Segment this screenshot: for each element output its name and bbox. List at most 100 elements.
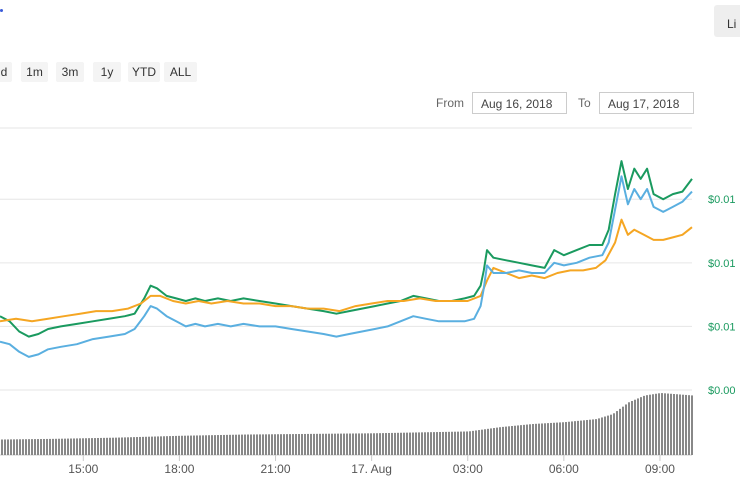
zoom-button-1d[interactable]: d <box>0 62 12 82</box>
zoom-button-ytd[interactable]: YTD <box>128 62 160 82</box>
series-line-green <box>0 160 693 338</box>
volume-bar <box>136 437 138 455</box>
volume-bar <box>382 433 384 455</box>
zoom-button-3m[interactable]: 3m <box>56 62 84 82</box>
volume-bar <box>499 427 501 455</box>
volume-bar <box>322 433 324 455</box>
volume-bar <box>337 433 339 455</box>
volume-bar <box>292 434 294 455</box>
volume-bar <box>109 437 111 455</box>
volume-bar <box>334 433 336 455</box>
volume-bar <box>64 438 66 455</box>
volume-bar <box>265 434 267 455</box>
volume-bar <box>373 433 375 455</box>
volume-bar <box>202 435 204 455</box>
volume-bar <box>154 436 156 455</box>
y-tick-label: $0.01 <box>708 194 736 206</box>
zoom-button-1y[interactable]: 1y <box>93 62 121 82</box>
volume-bar <box>547 423 549 455</box>
volume-bar <box>112 437 114 455</box>
volume-bar <box>511 426 513 455</box>
volume-bar <box>295 434 297 455</box>
volume-bar <box>517 425 519 455</box>
scale-toggle-button[interactable]: Li <box>714 5 740 37</box>
volume-bar <box>655 393 657 455</box>
x-tick-label: 18:00 <box>164 462 194 476</box>
volume-bar <box>406 432 408 455</box>
range-to-input[interactable]: Aug 17, 2018 <box>599 92 694 114</box>
volume-bar <box>418 432 420 455</box>
volume-bar <box>271 434 273 455</box>
volume-bar <box>544 423 546 455</box>
volume-bar <box>226 434 228 455</box>
volume-bar <box>7 439 9 455</box>
volume-bar <box>586 419 588 455</box>
volume-bar <box>541 423 543 455</box>
volume-bar <box>277 434 279 455</box>
volume-bar <box>172 435 174 455</box>
volume-bar <box>385 433 387 455</box>
volume-bar <box>253 434 255 455</box>
volume-bar <box>652 394 654 455</box>
volume-bar <box>370 433 372 455</box>
zoom-button-1m[interactable]: 1m <box>21 62 48 82</box>
volume-bar <box>508 426 510 455</box>
volume-bar <box>664 393 666 455</box>
volume-bar <box>460 431 462 455</box>
range-from-input[interactable]: Aug 16, 2018 <box>472 92 567 114</box>
volume-bar <box>622 406 624 455</box>
volume-bar <box>85 438 87 455</box>
volume-bar <box>427 432 429 455</box>
volume-bar <box>403 432 405 455</box>
volume-bar <box>313 433 315 455</box>
volume-bar <box>562 422 564 455</box>
volume-bar <box>214 435 216 455</box>
status-dot <box>0 9 3 12</box>
volume-bar <box>250 434 252 455</box>
volume-bar <box>298 434 300 455</box>
volume-bar <box>37 439 39 455</box>
volume-bar <box>358 433 360 455</box>
x-tick-label: 03:00 <box>453 462 483 476</box>
volume-bar <box>343 433 345 455</box>
volume-bar <box>439 431 441 455</box>
volume-bar <box>484 429 486 455</box>
volume-bar <box>115 437 117 455</box>
volume-bar <box>208 435 210 455</box>
volume-bar <box>229 434 231 455</box>
volume-bar <box>580 420 582 455</box>
volume-bar <box>127 437 129 455</box>
volume-bar <box>268 434 270 455</box>
volume-bar <box>280 434 282 455</box>
volume-bar <box>262 434 264 455</box>
series-line-orange <box>0 218 693 323</box>
volume-bar <box>76 438 78 455</box>
volume-bar <box>301 433 303 455</box>
x-tick-label: 17. Aug <box>351 462 392 476</box>
volume-bar <box>52 438 54 455</box>
volume-bar <box>133 437 135 455</box>
volume-bar <box>454 431 456 455</box>
volume-bar <box>445 431 447 455</box>
zoom-button-all[interactable]: ALL <box>164 62 197 82</box>
volume-bar <box>559 422 561 455</box>
volume-bar <box>643 395 645 455</box>
range-to-label: To <box>578 96 591 110</box>
volume-bar <box>682 394 684 455</box>
y-tick-label: $0.01 <box>708 258 736 270</box>
volume-bar <box>598 418 600 455</box>
volume-bar <box>610 414 612 455</box>
volume-bar <box>259 434 261 455</box>
volume-bar <box>394 432 396 455</box>
volume-bar <box>433 432 435 455</box>
volume-bar <box>496 427 498 455</box>
volume-bar <box>31 439 33 455</box>
volume-bar <box>361 433 363 455</box>
volume-bar <box>28 439 30 455</box>
volume-bar <box>661 393 663 455</box>
volume-bar <box>364 433 366 455</box>
volume-bar <box>316 433 318 455</box>
volume-bar <box>199 435 201 455</box>
volume-bar <box>217 435 219 455</box>
